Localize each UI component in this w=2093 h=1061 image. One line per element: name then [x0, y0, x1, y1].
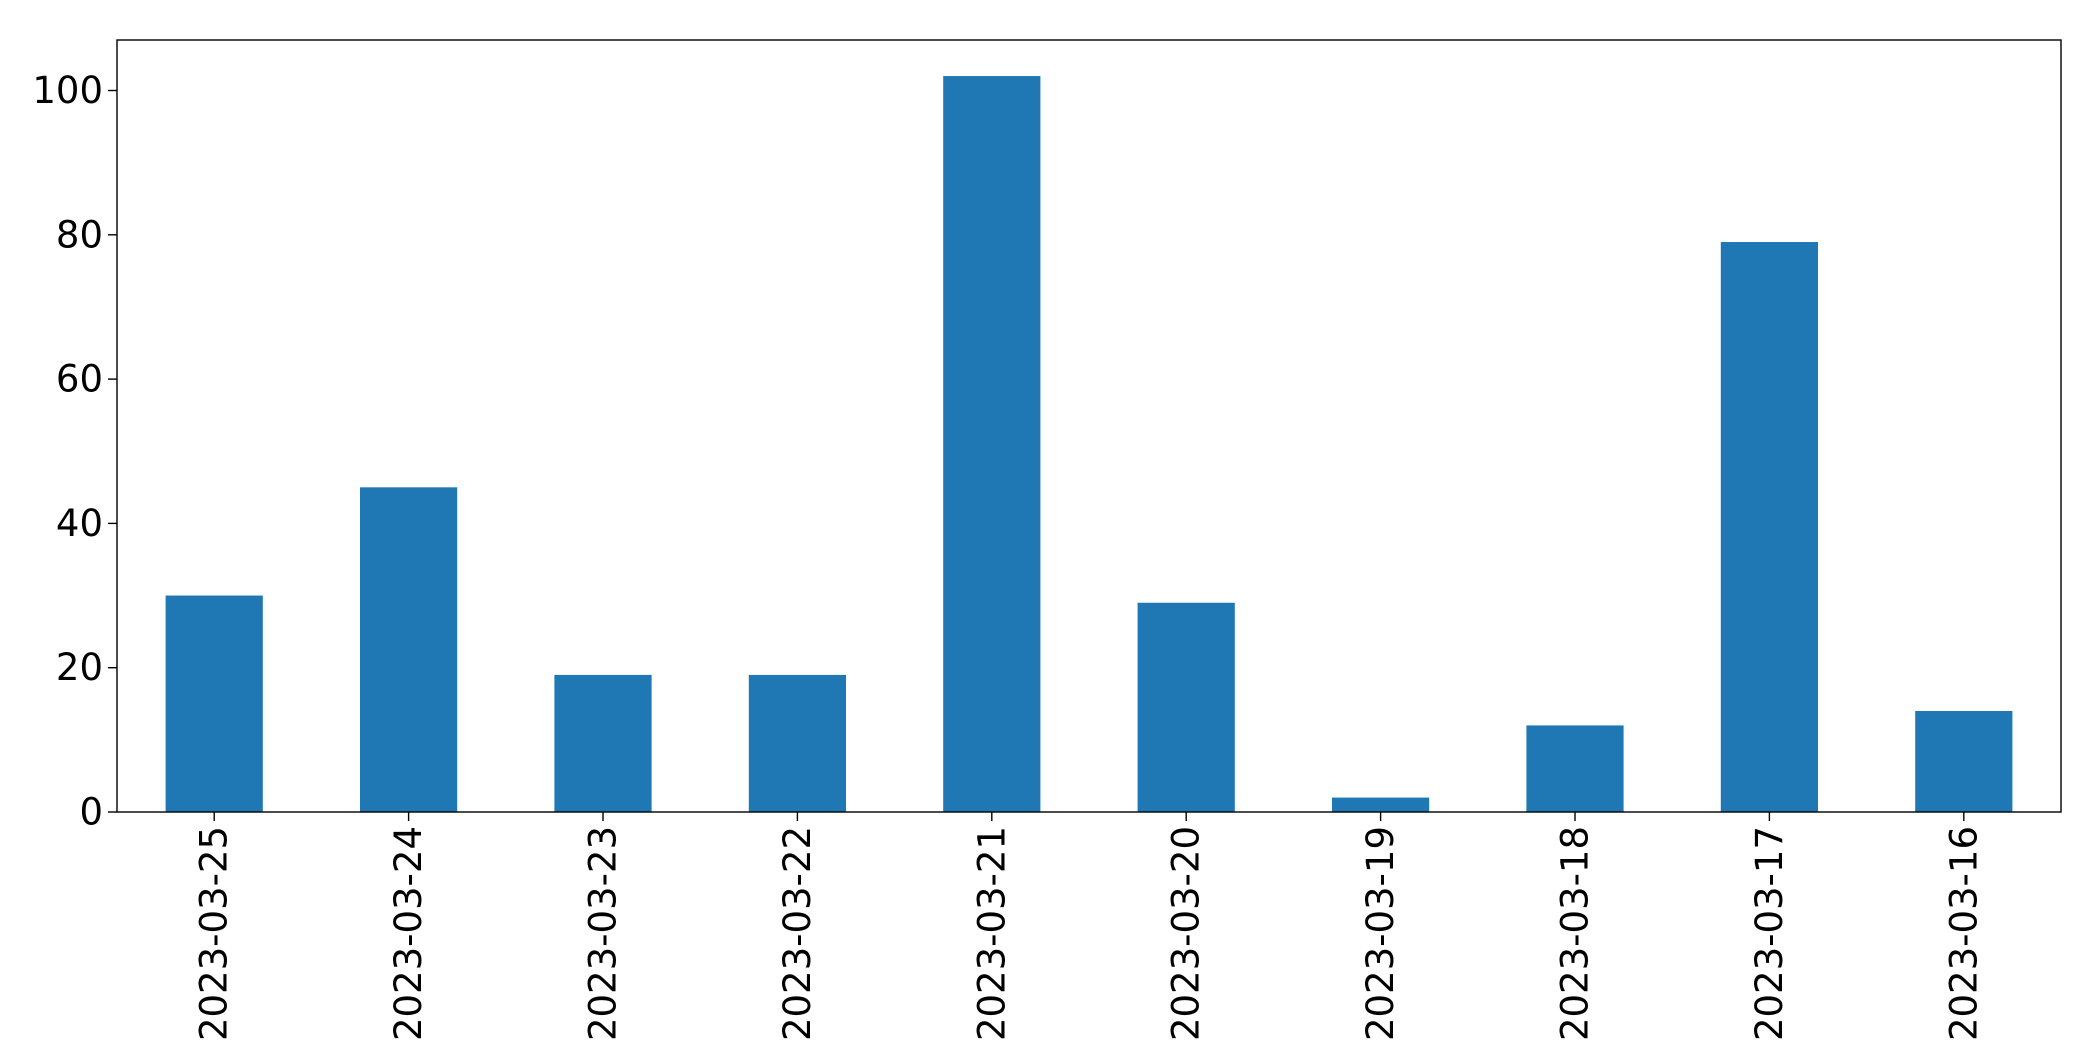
- y-axis-ticks: 0 20 40 60 80 100: [32, 69, 117, 834]
- y-tick-label: 100: [32, 69, 103, 112]
- x-tick-label: 2023-03-17: [1748, 826, 1791, 1041]
- x-tick-label: 2023-03-23: [582, 826, 625, 1041]
- x-tick-label: 2023-03-20: [1165, 826, 1208, 1041]
- bar-2023-03-17: [1720, 242, 1818, 813]
- bar-2023-03-19: [1332, 797, 1430, 812]
- bar-2023-03-25: [165, 595, 263, 812]
- plot-area-frame: [116, 39, 2062, 813]
- x-axis-ticks: 2023-03-25 2023-03-24 2023-03-23 2023-03-22…: [193, 812, 1985, 1041]
- bar-2023-03-23: [554, 674, 652, 812]
- x-tick-label: 2023-03-19: [1359, 826, 1402, 1041]
- y-tick-label: 60: [56, 358, 103, 401]
- y-tick-label: 80: [56, 213, 103, 256]
- x-tick-label: 2023-03-25: [193, 826, 236, 1041]
- bar-2023-03-24: [360, 487, 458, 812]
- bar-2023-03-22: [748, 674, 846, 812]
- y-tick-label: 20: [56, 646, 103, 689]
- bar-2023-03-18: [1526, 725, 1624, 812]
- y-tick-label: 40: [56, 502, 103, 545]
- x-tick-label: 2023-03-16: [1942, 826, 1985, 1041]
- x-tick-label: 2023-03-18: [1554, 826, 1597, 1041]
- x-tick-label: 2023-03-21: [970, 826, 1013, 1041]
- bar-2023-03-20: [1137, 602, 1235, 812]
- y-tick-label: 0: [79, 791, 103, 834]
- bar-2023-03-21: [943, 76, 1041, 812]
- x-tick-label: 2023-03-22: [776, 826, 819, 1041]
- bars-group: [165, 76, 2013, 813]
- x-tick-label: 2023-03-24: [387, 826, 430, 1041]
- bar-2023-03-16: [1915, 710, 2013, 812]
